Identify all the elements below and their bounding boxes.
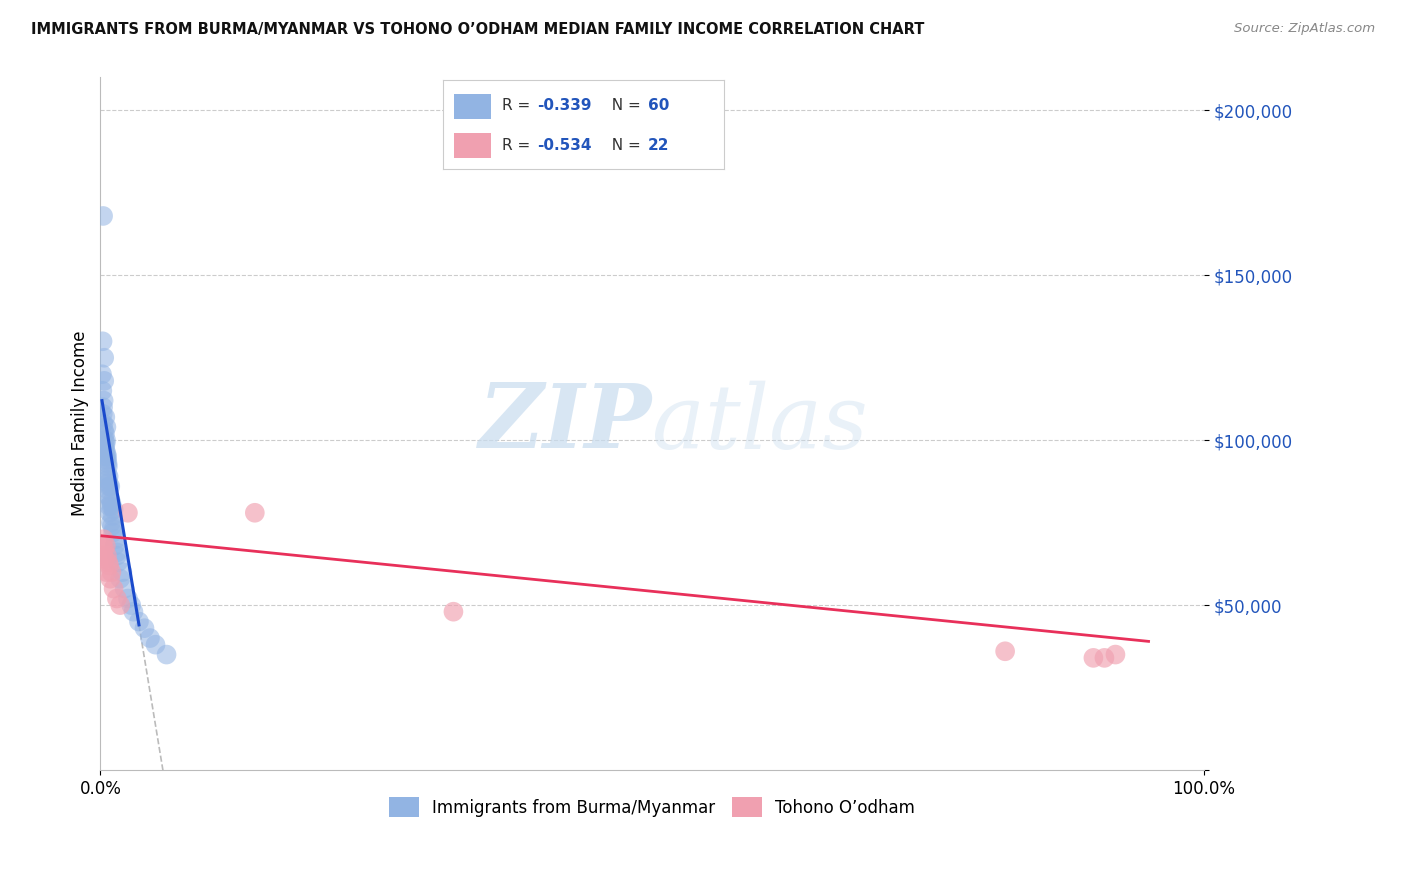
Point [96,549,118,563]
Point [98,572,121,586]
Point [100,516,122,530]
Point [97,479,120,493]
Point [105,549,128,563]
Point [91,334,114,349]
Point [243,506,266,520]
Point [93,374,115,388]
Point [96,420,118,434]
Point [94,436,117,450]
Point [117,591,139,606]
Point [103,582,125,596]
Point [101,525,124,540]
Point [93,423,115,437]
Point [97,483,120,497]
Point [108,572,131,586]
Point [97,476,120,491]
Point [93,532,115,546]
Point [96,473,118,487]
Text: Source: ZipAtlas.com: Source: ZipAtlas.com [1234,22,1375,36]
Point [94,426,117,441]
Point [1094,651,1116,665]
Point [91,368,114,382]
Point [96,565,118,579]
Point [97,489,120,503]
Point [139,631,162,645]
Point [94,450,117,464]
Point [103,522,125,536]
Point [91,209,114,223]
Text: N =: N = [602,138,645,153]
Point [93,542,115,557]
Point [96,466,118,480]
Point [117,506,139,520]
Point [94,443,117,458]
Text: N =: N = [602,98,645,112]
Point [134,621,156,635]
Point [94,440,117,454]
Point [100,496,122,510]
Point [98,558,121,573]
Point [97,469,120,483]
Point [120,598,142,612]
Point [98,506,121,520]
Point [94,552,117,566]
Point [93,417,115,431]
Point [107,555,129,569]
Point [96,453,118,467]
Point [93,434,115,448]
Point [91,539,114,553]
Text: IMMIGRANTS FROM BURMA/MYANMAR VS TOHONO O’ODHAM MEDIAN FAMILY INCOME CORRELATION: IMMIGRANTS FROM BURMA/MYANMAR VS TOHONO … [31,22,924,37]
Point [96,456,118,470]
Legend: Immigrants from Burma/Myanmar, Tohono O’odham: Immigrants from Burma/Myanmar, Tohono O’… [382,790,922,824]
Point [1083,651,1105,665]
Bar [454,94,491,119]
Point [101,509,124,524]
Text: 60: 60 [648,98,669,112]
Point [91,549,114,563]
Point [104,539,127,553]
Point [104,532,127,546]
Point [94,434,117,448]
Point [1104,648,1126,662]
Point [91,384,114,398]
Point [441,605,464,619]
Point [103,502,125,516]
Point [100,499,122,513]
Point [114,582,136,596]
Point [93,393,115,408]
Y-axis label: Median Family Income: Median Family Income [72,331,89,516]
Text: R =: R = [502,98,536,112]
Text: -0.534: -0.534 [537,138,592,153]
Point [128,615,150,629]
Point [94,410,117,425]
Text: R =: R = [502,138,536,153]
Text: ZIP: ZIP [478,381,652,467]
Point [98,499,121,513]
Point [96,450,118,464]
Point [105,545,128,559]
Text: atlas: atlas [652,380,868,467]
Point [98,479,121,493]
Point [91,407,114,421]
Bar [454,133,491,158]
Point [111,565,134,579]
Point [145,638,167,652]
Text: -0.339: -0.339 [537,98,592,112]
Point [94,539,117,553]
Point [122,605,145,619]
Point [994,644,1017,658]
Point [100,565,122,579]
Point [155,648,177,662]
Point [105,591,128,606]
Point [91,401,114,415]
Point [97,555,120,569]
Point [97,459,120,474]
Point [93,351,115,365]
Text: 22: 22 [648,138,669,153]
Point [98,492,121,507]
Point [108,598,131,612]
Point [101,519,124,533]
Point [96,446,118,460]
